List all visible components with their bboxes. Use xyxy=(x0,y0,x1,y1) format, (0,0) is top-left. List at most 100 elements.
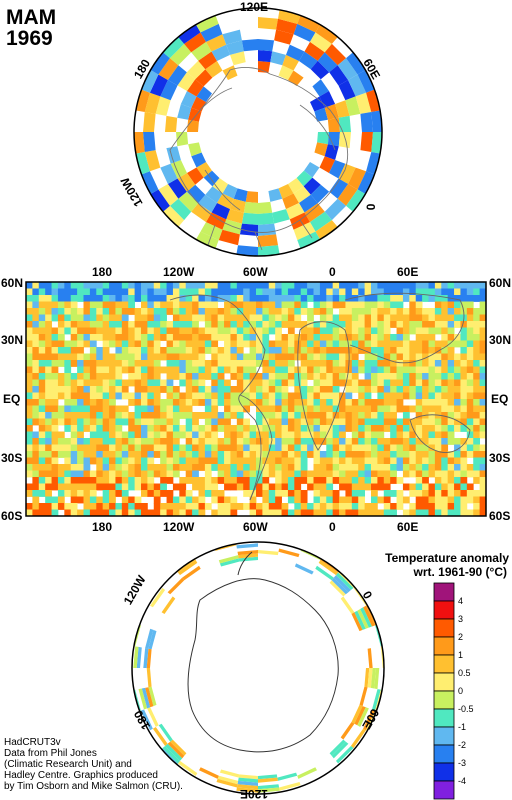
grid-cell xyxy=(172,386,180,393)
polar-cell xyxy=(357,707,369,727)
polar-cell xyxy=(222,184,238,199)
grid-cell xyxy=(217,360,225,367)
grid-cell xyxy=(345,444,353,452)
grid-cell xyxy=(211,327,219,335)
grid-cell xyxy=(249,464,257,471)
grid-cell xyxy=(166,373,174,380)
legend-swatch xyxy=(433,708,455,728)
grid-cell xyxy=(319,366,327,374)
grid-cell xyxy=(454,438,461,445)
grid-cell xyxy=(77,353,84,361)
grid-cell xyxy=(466,288,474,296)
grid-cell xyxy=(377,373,385,380)
polar-cell xyxy=(158,723,173,742)
grid-cell xyxy=(319,503,327,510)
grid-cell xyxy=(57,483,65,491)
grid-cell xyxy=(364,392,372,400)
polar-cell xyxy=(318,560,339,576)
grid-cell xyxy=(45,392,52,400)
grid-cell xyxy=(473,282,481,289)
grid-cell xyxy=(364,438,372,445)
grid-cell xyxy=(217,438,225,445)
grid-cell xyxy=(313,457,321,465)
grid-cell xyxy=(70,438,78,445)
grid-cell xyxy=(326,340,334,348)
grid-cell xyxy=(217,496,225,504)
grid-cell xyxy=(332,386,340,393)
grid-cell xyxy=(141,464,148,471)
polar-cell xyxy=(317,52,338,73)
grid-cell xyxy=(211,405,219,413)
grid-cell xyxy=(45,314,52,322)
grid-cell xyxy=(26,282,33,289)
grid-cell xyxy=(307,412,314,419)
grid-cell xyxy=(332,431,340,439)
grid-cell xyxy=(434,438,442,445)
grid-cell xyxy=(51,295,59,302)
grid-cell xyxy=(160,412,167,419)
grid-cell xyxy=(26,418,33,426)
grid-cell xyxy=(38,288,46,296)
grid-cell xyxy=(96,412,104,419)
grid-cell xyxy=(415,360,423,367)
grid-cell xyxy=(198,490,206,497)
grid-cell xyxy=(454,288,461,296)
grid-cell xyxy=(128,353,136,361)
grid-cell xyxy=(428,308,436,315)
grid-cell xyxy=(326,431,334,439)
grid-cell xyxy=(192,288,199,296)
grid-cell xyxy=(371,470,378,478)
grid-cell xyxy=(96,405,104,413)
grid-cell xyxy=(102,386,110,393)
south-polar-label-120e: 120E xyxy=(240,787,269,800)
grid-cell xyxy=(160,444,167,452)
grid-cell xyxy=(307,425,314,432)
grid-cell xyxy=(447,457,455,465)
grid-cell xyxy=(390,373,397,380)
legend-level-2: 2 xyxy=(458,632,464,642)
grid-cell xyxy=(141,444,148,452)
grid-cell xyxy=(441,288,449,296)
grid-cell xyxy=(45,412,52,419)
grid-cell xyxy=(262,412,270,419)
grid-cell xyxy=(383,288,391,296)
grid-cell xyxy=(243,321,251,328)
grid-cell xyxy=(319,457,327,465)
grid-cell xyxy=(262,483,270,491)
grid-cell xyxy=(109,490,116,497)
grid-cell xyxy=(236,464,244,471)
grid-cell xyxy=(281,295,289,302)
grid-cell xyxy=(211,399,219,406)
grid-cell xyxy=(466,425,474,432)
grid-cell xyxy=(230,412,238,419)
grid-cell xyxy=(402,470,410,478)
grid-cell xyxy=(185,496,193,504)
polar-cell xyxy=(148,629,157,650)
grid-cell xyxy=(153,301,161,309)
grid-cell xyxy=(224,399,231,406)
grid-cell xyxy=(281,288,289,296)
grid-cell xyxy=(447,412,455,419)
grid-cell xyxy=(358,496,366,504)
legend-level-3: 3 xyxy=(458,614,464,624)
grid-cell xyxy=(179,490,187,497)
grid-cell xyxy=(479,327,486,335)
grid-cell xyxy=(89,438,97,445)
north-polar-label-120e: 120E xyxy=(240,0,269,14)
grid-cell xyxy=(441,360,449,367)
grid-cell xyxy=(83,386,91,393)
grid-cell xyxy=(121,438,129,445)
grid-cell xyxy=(460,386,468,393)
grid-cell xyxy=(115,425,123,432)
grid-cell xyxy=(141,503,148,510)
grid-cell xyxy=(300,470,308,478)
grid-cell xyxy=(192,366,199,374)
grid-cell xyxy=(147,379,155,387)
polar-cell xyxy=(299,51,318,70)
polar-cell xyxy=(363,709,376,731)
grid-cell xyxy=(134,399,142,406)
grid-cell xyxy=(32,327,40,335)
grid-cell xyxy=(364,373,372,380)
grid-cell xyxy=(268,457,276,465)
grid-cell xyxy=(128,392,136,400)
